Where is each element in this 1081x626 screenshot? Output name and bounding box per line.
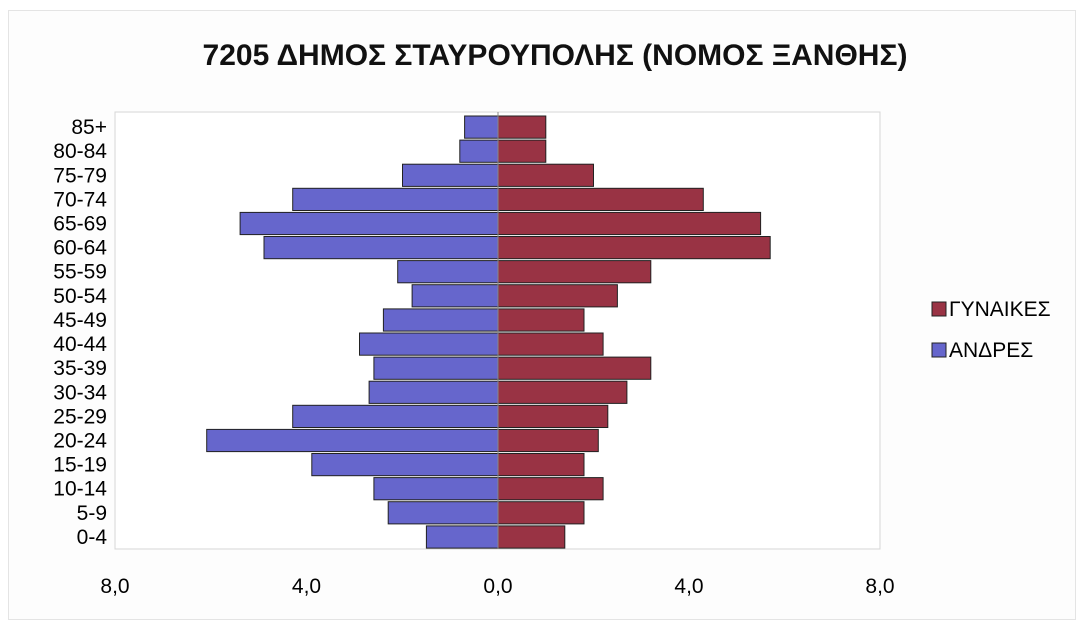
bar-men-75-79 — [402, 163, 499, 187]
age-label-75-79: 75-79 — [53, 164, 107, 187]
bar-men-0-4 — [425, 525, 499, 549]
age-label-15-19: 15-19 — [53, 454, 107, 477]
x-tick-label: 8,0 — [865, 575, 894, 598]
age-label-50-54: 50-54 — [53, 285, 107, 308]
legend-label: ΑΝΔΡΕΣ — [949, 339, 1033, 362]
x-tick-label: 4,0 — [292, 575, 321, 598]
age-label-25-29: 25-29 — [53, 405, 107, 428]
age-group-labels: 0-45-910-1415-1920-2425-2930-3435-3940-4… — [53, 116, 107, 549]
bar-men-35-39 — [373, 356, 499, 380]
bar-men-85+ — [464, 115, 499, 139]
bar-women-60-64 — [497, 236, 771, 260]
bar-women-35-39 — [497, 356, 652, 380]
age-label-60-64: 60-64 — [53, 237, 107, 260]
age-label-20-24: 20-24 — [53, 430, 107, 453]
bar-women-45-49 — [497, 308, 585, 332]
bar-women-30-34 — [497, 380, 628, 404]
bar-men-45-49 — [382, 308, 499, 332]
bar-women-40-44 — [497, 332, 604, 356]
bar-men-80-84 — [459, 139, 499, 163]
x-tick-label: 4,0 — [674, 575, 703, 598]
bar-men-40-44 — [359, 332, 499, 356]
bar-men-10-14 — [373, 477, 499, 501]
legend: ΓΥΝΑΙΚΕΣ ΑΝΔΡΕΣ — [931, 298, 1051, 362]
age-label-85+: 85+ — [71, 116, 107, 139]
bar-women-20-24 — [497, 428, 599, 453]
bar-women-55-59 — [497, 260, 652, 284]
bar-men-30-34 — [368, 380, 499, 404]
bar-men-60-64 — [263, 236, 499, 260]
age-label-30-34: 30-34 — [53, 381, 107, 404]
bar-women-50-54 — [497, 284, 618, 308]
age-label-40-44: 40-44 — [53, 333, 107, 356]
x-tick-label: 8,0 — [100, 575, 129, 598]
bar-women-85+ — [497, 115, 547, 139]
bar-women-15-19 — [497, 453, 585, 477]
age-label-0-4: 0-4 — [77, 526, 108, 549]
bar-women-65-69 — [497, 211, 762, 236]
legend-swatch — [931, 342, 947, 358]
chart-title: 7205 ΔΗΜΟΣ ΣΤΑΥΡΟΥΠΟΛΗΣ (ΝΟΜΟΣ ΞΑΝΘΗΣ) — [203, 39, 908, 72]
age-label-70-74: 70-74 — [53, 188, 107, 211]
age-label-80-84: 80-84 — [53, 140, 107, 163]
x-tick-labels: 8,0 4,0 0,0 4,0 8,0 — [100, 575, 894, 598]
age-label-65-69: 65-69 — [53, 213, 107, 236]
bar-men-15-19 — [311, 453, 499, 477]
age-label-10-14: 10-14 — [53, 478, 107, 501]
age-label-45-49: 45-49 — [53, 309, 107, 332]
age-label-5-9: 5-9 — [77, 502, 107, 525]
bar-men-70-74 — [292, 187, 499, 212]
bar-men-25-29 — [292, 404, 499, 428]
bar-men-50-54 — [411, 284, 499, 308]
bar-women-75-79 — [497, 163, 594, 187]
bar-men-20-24 — [206, 428, 499, 453]
legend-label: ΓΥΝΑΙΚΕΣ — [949, 298, 1051, 321]
x-tick-label: 0,0 — [483, 575, 512, 598]
age-label-55-59: 55-59 — [53, 261, 107, 284]
bars-group — [206, 115, 771, 549]
bar-women-80-84 — [497, 139, 547, 163]
bar-women-10-14 — [497, 477, 604, 501]
legend-swatch — [931, 301, 947, 317]
bar-women-5-9 — [497, 501, 585, 525]
bar-men-5-9 — [387, 501, 499, 525]
bar-men-65-69 — [239, 211, 499, 236]
bar-women-25-29 — [497, 404, 609, 428]
bar-women-0-4 — [497, 525, 566, 549]
age-label-35-39: 35-39 — [53, 357, 107, 380]
bar-women-70-74 — [497, 187, 704, 212]
bar-men-55-59 — [397, 260, 499, 284]
